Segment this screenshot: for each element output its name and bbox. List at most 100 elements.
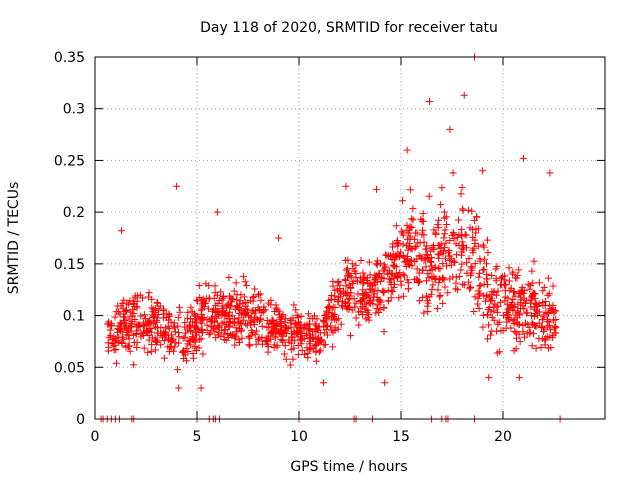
data-point <box>313 315 321 323</box>
data-point <box>476 289 484 297</box>
data-point <box>546 169 554 177</box>
data-point <box>406 223 414 231</box>
data-point <box>122 306 130 314</box>
data-point <box>286 361 294 369</box>
data-point <box>306 346 314 354</box>
data-point <box>321 340 329 348</box>
data-point <box>202 299 210 307</box>
data-point <box>132 330 140 338</box>
data-point <box>475 269 483 277</box>
data-point <box>355 321 363 329</box>
data-point <box>432 230 440 238</box>
data-point <box>529 279 537 287</box>
data-point <box>516 310 524 318</box>
data-point <box>328 316 336 324</box>
data-point <box>353 277 361 285</box>
data-point <box>327 322 335 330</box>
data-point <box>550 316 558 324</box>
data-point <box>527 296 535 304</box>
data-point <box>429 281 437 289</box>
data-point <box>409 216 417 224</box>
data-point <box>325 302 333 310</box>
data-point <box>239 316 247 324</box>
y-tick-label: 0.05 <box>54 360 85 376</box>
data-point <box>152 338 160 346</box>
data-point <box>442 239 450 247</box>
data-point <box>335 297 343 305</box>
data-point <box>394 242 402 250</box>
data-point <box>305 325 313 333</box>
data-point <box>425 274 433 282</box>
data-point <box>528 267 536 275</box>
data-point <box>533 307 541 315</box>
data-point <box>480 265 488 273</box>
axis-ticks: 0 0.05 0.1 0.15 0.2 0.25 0.3 0.35 0 5 10 15 20 <box>54 50 605 445</box>
data-point <box>510 347 518 355</box>
data-point <box>428 286 436 294</box>
data-point <box>384 286 392 294</box>
data-point <box>345 281 353 289</box>
data-point <box>488 327 496 335</box>
data-point <box>300 335 308 343</box>
data-point <box>439 260 447 268</box>
data-point <box>120 296 128 304</box>
data-point <box>430 242 438 250</box>
data-point <box>188 335 196 343</box>
data-point <box>323 331 331 339</box>
data-point <box>497 281 505 289</box>
data-point <box>174 314 182 322</box>
data-point <box>352 273 360 281</box>
data-point <box>530 257 538 265</box>
data-point <box>515 266 523 274</box>
data-point <box>181 323 189 331</box>
data-point <box>228 296 236 304</box>
data-point <box>231 315 239 323</box>
data-point <box>227 294 235 302</box>
data-point <box>251 330 259 338</box>
data-point <box>431 264 439 272</box>
data-point <box>229 331 237 339</box>
data-point <box>290 301 298 309</box>
data-point <box>195 281 203 289</box>
data-point <box>479 266 487 274</box>
data-point <box>199 350 207 358</box>
data-point <box>535 279 543 287</box>
data-point <box>341 256 349 264</box>
data-point <box>446 275 454 283</box>
data-point <box>523 329 531 337</box>
data-point <box>463 244 471 252</box>
data-point <box>475 304 483 312</box>
data-point <box>351 267 359 275</box>
data-point <box>403 146 411 154</box>
data-point <box>262 337 270 345</box>
data-point <box>544 291 552 299</box>
data-point <box>373 185 381 193</box>
data-point <box>411 244 419 252</box>
data-point <box>507 324 515 332</box>
data-point <box>281 315 289 323</box>
data-point <box>419 210 427 218</box>
data-point <box>483 271 491 279</box>
data-point <box>277 321 285 329</box>
data-point <box>234 319 242 327</box>
data-point <box>424 307 432 315</box>
data-point <box>441 255 449 263</box>
data-point <box>530 330 538 338</box>
data-point <box>411 257 419 265</box>
data-point <box>520 305 528 313</box>
data-point <box>419 294 427 302</box>
data-point <box>221 325 229 333</box>
data-point <box>131 292 139 300</box>
data-point <box>530 290 538 298</box>
data-point <box>511 328 519 336</box>
data-point <box>329 282 337 290</box>
data-point <box>529 320 537 328</box>
data-point <box>434 286 442 294</box>
data-point <box>115 333 123 341</box>
data-point <box>331 324 339 332</box>
data-point <box>481 297 489 305</box>
data-point <box>467 284 475 292</box>
data-point <box>363 292 371 300</box>
data-point <box>231 341 239 349</box>
data-point <box>289 314 297 322</box>
